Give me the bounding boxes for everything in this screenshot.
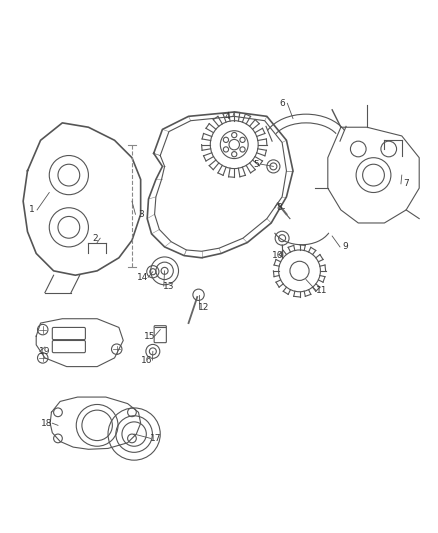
FancyBboxPatch shape (154, 326, 166, 343)
Text: 15: 15 (144, 332, 155, 341)
Text: 8: 8 (276, 203, 282, 212)
Text: 7: 7 (403, 179, 409, 188)
Text: 13: 13 (163, 281, 175, 290)
Text: 17: 17 (150, 434, 162, 443)
Text: 5: 5 (253, 160, 259, 169)
Text: 18: 18 (41, 419, 53, 427)
Text: 19: 19 (39, 347, 51, 356)
Text: 10: 10 (272, 251, 283, 260)
FancyBboxPatch shape (52, 341, 85, 353)
FancyBboxPatch shape (52, 327, 85, 340)
Text: 1: 1 (29, 205, 35, 214)
Text: 3: 3 (138, 210, 144, 219)
Text: 9: 9 (343, 243, 348, 252)
Text: 16: 16 (141, 356, 153, 365)
Text: 6: 6 (279, 99, 285, 108)
Text: 4: 4 (225, 112, 230, 121)
Text: 14: 14 (137, 273, 148, 282)
Text: 11: 11 (315, 286, 327, 295)
Text: 2: 2 (92, 233, 98, 243)
Text: 12: 12 (198, 303, 209, 312)
